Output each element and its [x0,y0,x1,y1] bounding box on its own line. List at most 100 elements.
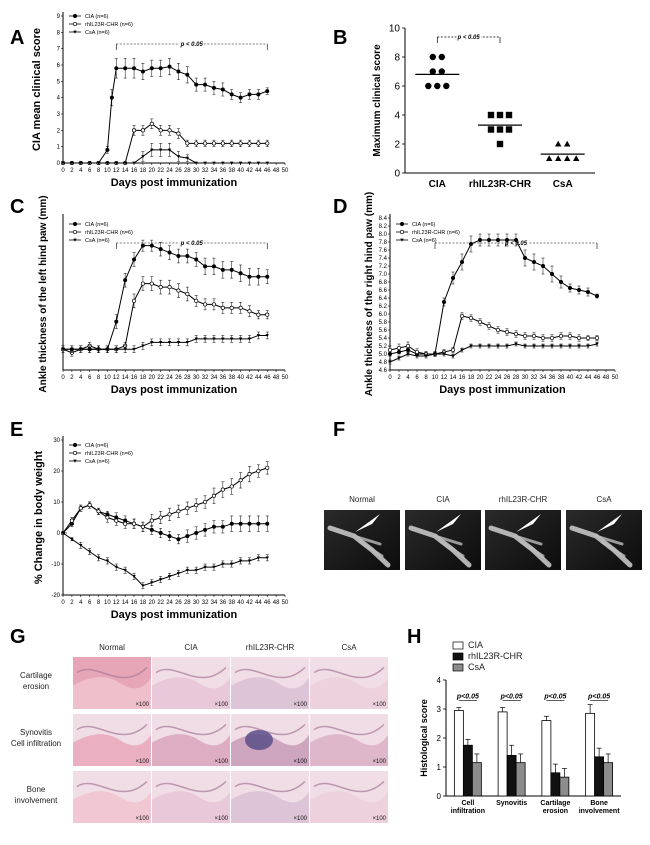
data-point [256,468,261,474]
y-tick-label: 1 [57,145,61,151]
x-tick-label: 40 [237,600,244,606]
histology-image: ×100 [310,714,388,766]
data-point [541,344,545,348]
x-tick-label: 2 [70,168,74,174]
panel-a-chart: 0 2 4 6 8 10 12 14 16 18 20 22 24 26 28 30 32 34 36 38 40 42 4… [31,12,289,189]
data-point [256,141,261,146]
data-point [167,512,172,517]
data-point [167,64,172,69]
x-tick-label: 42 [576,375,583,381]
legend-label: CsA (n=6) [85,238,110,244]
x-tick-label: 40 [237,168,244,174]
y-axis-label: Histological score [419,699,429,777]
data-point [167,534,172,539]
legend-label: CsA (n=6) [412,238,437,244]
x-tick-label: 6 [88,600,92,606]
histology-image: ×100 [152,714,230,766]
x-tick-label: 48 [273,375,280,381]
x-tick-label: 18 [140,168,147,174]
data-point [238,305,243,310]
x-tick-label: 4 [79,168,83,174]
data-point [265,141,270,146]
y-tick-label: 5.0 [379,352,388,358]
legend-marker [72,450,78,456]
x-tick-label: 6 [88,375,92,381]
y-axis-label: Ankle thickness of the right hind paw (m… [364,192,375,396]
data-point [577,344,581,348]
data-point [505,126,513,133]
data-point [415,354,419,358]
histology-image: ×100 [231,771,309,823]
x-category-label: Synovitis [496,800,527,807]
bar [471,762,482,797]
x-tick-label: 26 [504,375,511,381]
data-point [468,242,473,247]
x-tick-label: 24 [166,600,173,606]
data-point [495,327,501,333]
data-point [79,347,83,351]
data-point [220,267,225,272]
histology-image: ×100 [310,657,388,709]
series-line [389,239,598,355]
data-point [247,309,252,314]
xray-0: Normal [324,495,400,570]
x-tick-label: 12 [441,375,448,381]
data-point [221,337,225,341]
tissue-region [310,791,388,823]
data-point [256,556,261,560]
data-point [247,161,252,165]
legend-label: rhIL23R-CHR (n=6) [85,230,133,236]
data-point [265,465,270,470]
x-tick-label: 36 [219,600,226,606]
x-tick-label: 8 [424,375,428,381]
y-tick-label: -10 [51,562,60,568]
y-tick-label: 3 [437,705,442,714]
data-point [564,140,571,147]
series-0 [60,501,270,545]
y-tick-label: 8.0 [379,232,388,238]
x-tick-label: 44 [585,375,592,381]
panel-letter: F [333,419,345,441]
y-tick-label: 6.8 [379,280,388,286]
data-point [220,305,225,310]
data-point [220,141,225,146]
data-point [459,313,465,319]
data-point [185,141,190,146]
y-tick-label: 10 [53,500,60,506]
data-point [87,347,92,351]
data-point [132,66,137,71]
x-tick-label: 6 [415,375,419,381]
x-tick-label: 24 [166,375,173,381]
data-point [429,53,436,61]
x-tick-label: 10 [432,375,439,381]
series-1 [60,276,270,357]
x-tick-label: 16 [131,375,138,381]
x-tick-label: 50 [282,375,289,381]
y-tick-label: 30 [53,438,60,444]
tissue-edge [155,780,227,793]
arrowhead-icon [436,514,461,532]
panel-letter: H [407,626,421,648]
data-point [595,342,599,346]
data-point [451,354,455,358]
x-tick-label: 46 [264,375,271,381]
x-tick-label: 28 [184,600,191,606]
data-point [185,291,190,297]
x-tick-label: 0 [61,375,65,381]
y-tick-label: 5.8 [379,320,388,326]
data-point [176,155,181,159]
x-tick-label: 8 [97,168,101,174]
series-line [62,532,268,587]
bar [541,720,552,797]
x-category-label: involvement [579,808,621,815]
tissue-edge [313,666,385,679]
data-point [247,472,252,477]
data-point [149,281,154,286]
x-tick-label: 44 [255,168,262,174]
x-tick-label: 42 [246,375,253,381]
data-point [229,521,234,526]
tissue-region [152,677,230,709]
data-point [247,92,252,97]
magnification-label: ×100 [293,759,307,765]
data-point [238,559,243,563]
